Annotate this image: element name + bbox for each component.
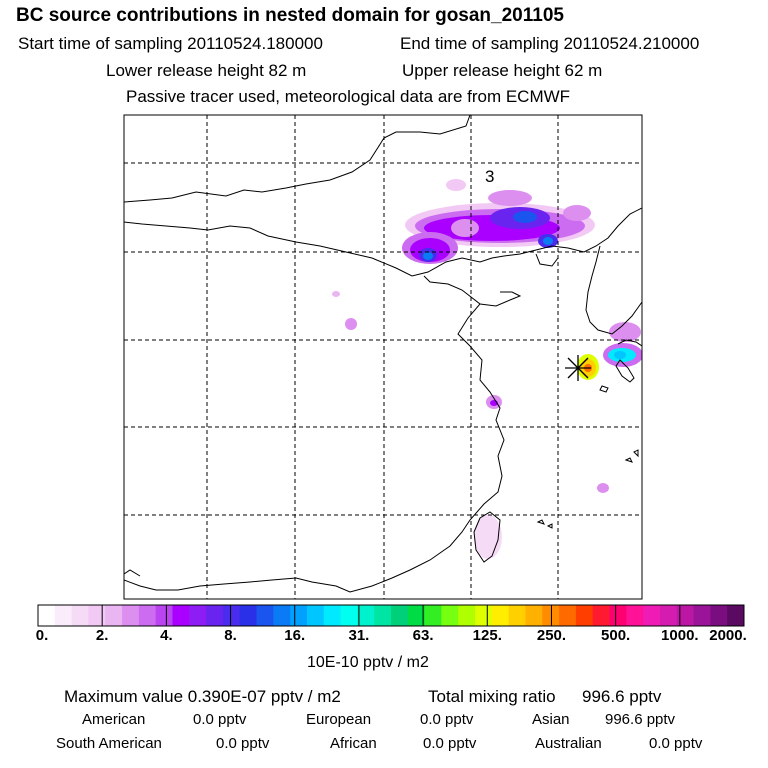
source-label-australian: Australian (535, 735, 602, 752)
colorbar-tick-label: 1000. (661, 627, 699, 644)
colorbar-tick-label: 500. (601, 627, 631, 644)
source-label-african: African (330, 735, 377, 752)
upper-release-height: Upper release height 62 m (402, 61, 603, 80)
receptor-marker (565, 355, 591, 381)
graticule (124, 115, 642, 599)
source-label-asian: Asian (532, 711, 570, 728)
source-value-african: 0.0 pptv (423, 735, 477, 752)
colorbar-tick-label: 8. (224, 627, 237, 644)
map-frame (123, 114, 643, 600)
coastlines (124, 115, 642, 593)
colorbar-tick-label: 2. (95, 627, 109, 644)
colorbar-tick-label: 63. (412, 627, 434, 644)
max-value: Maximum value 0.390E-07 pptv / m2 (64, 687, 341, 706)
colorbar-tick-label: 2000. (709, 627, 747, 644)
colorbar-tick-label: 250. (536, 627, 567, 644)
colorbar-tick-label: 4. (160, 627, 173, 644)
source-value-european: 0.0 pptv (420, 711, 474, 728)
concentration-field (332, 179, 642, 559)
lower-release-height: Lower release height 82 m (106, 61, 307, 80)
source-value-asian: 996.6 pptv (605, 711, 676, 728)
end-time: End time of sampling 20110524.210000 (400, 34, 700, 53)
source-label-european: European (306, 711, 372, 728)
start-time: Start time of sampling 20110524.180000 (18, 34, 323, 53)
source-label-american: American (82, 711, 146, 728)
source-label-south-american: South American (56, 735, 162, 752)
source-value-south-american: 0.0 pptv (216, 735, 270, 752)
map-label-3: 3 (485, 167, 494, 186)
map-frame-background (124, 115, 642, 599)
tracer-note: Passive tracer used, meteorological data… (126, 87, 571, 106)
colorbar-tick-label: 16. (284, 627, 306, 644)
colorbar-unit: 10E-10 pptv / m2 (307, 654, 429, 671)
colorbar-tick-label: 31. (348, 627, 370, 644)
total-mixing-label: Total mixing ratio (428, 687, 556, 706)
colorbar-tick-label: 125. (472, 627, 502, 644)
source-value-american: 0.0 pptv (193, 711, 247, 728)
map-title: BC source contributions in nested domain… (16, 5, 564, 26)
colorbar-tick-label: 0. (35, 627, 49, 644)
source-value-australian: 0.0 pptv (649, 735, 703, 752)
total-mixing-value: 996.6 pptv (582, 687, 662, 706)
